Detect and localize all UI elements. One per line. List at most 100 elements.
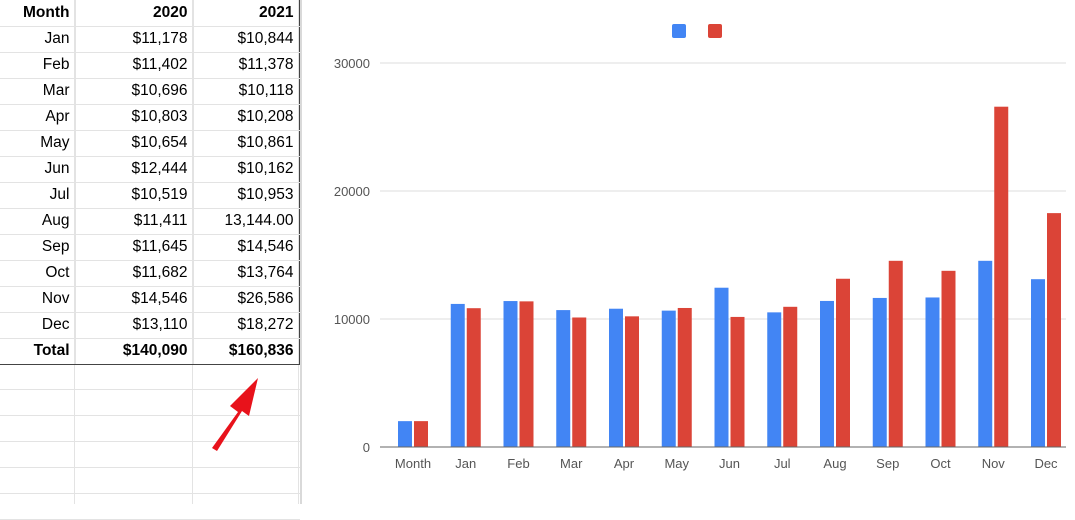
- table-cell[interactable]: Feb: [0, 52, 76, 79]
- bar-series-2: [1047, 213, 1061, 447]
- table-row: Aug $11,411 13,144.00: [0, 208, 300, 235]
- table-cell[interactable]: $10,861: [193, 130, 300, 157]
- bar-series-1: [714, 287, 729, 447]
- x-tick-label: Mar: [560, 456, 583, 471]
- grid-line: [0, 467, 300, 468]
- bar-series-1: [556, 310, 571, 447]
- x-tick-label: Oct: [930, 456, 951, 471]
- table-cell[interactable]: $10,118: [193, 78, 300, 105]
- table-cell[interactable]: Dec: [0, 312, 76, 339]
- bar-series-1: [609, 308, 623, 447]
- x-tick-label: Nov: [982, 456, 1006, 471]
- bar-series-1: [1031, 279, 1045, 447]
- table-row: Nov $14,546 $26,586: [0, 286, 300, 313]
- table-cell[interactable]: $26,586: [193, 286, 300, 313]
- legend-swatch-series-1: [672, 24, 686, 38]
- x-tick-label: Feb: [507, 456, 529, 471]
- legend-swatch-series-2: [708, 24, 722, 38]
- table-cell[interactable]: $140,090: [75, 338, 194, 365]
- table-cell[interactable]: $11,682: [75, 260, 194, 287]
- table-cell[interactable]: 2020: [75, 0, 194, 27]
- table-row: Mar $10,696 $10,118: [0, 78, 300, 105]
- table-cell[interactable]: $10,953: [193, 182, 300, 209]
- table-row: May $10,654 $10,861: [0, 130, 300, 157]
- table-cell[interactable]: $13,764: [193, 260, 300, 287]
- y-tick-label: 20000: [334, 184, 370, 199]
- x-tick-label: Month: [395, 456, 431, 471]
- table-cell[interactable]: $14,546: [75, 286, 194, 313]
- table-cell[interactable]: $14,546: [193, 234, 300, 261]
- table-cell[interactable]: Mar: [0, 78, 76, 105]
- bar-series-1: [450, 303, 465, 447]
- table-cell[interactable]: Aug: [0, 208, 76, 235]
- bar-series-1: [767, 312, 782, 447]
- table-row: Feb $11,402 $11,378: [0, 52, 300, 79]
- table-cell[interactable]: Total: [0, 338, 76, 365]
- x-tick-label: Sep: [876, 456, 899, 471]
- y-tick-label: 10000: [334, 312, 370, 327]
- table-row: Apr $10,803 $10,208: [0, 104, 300, 131]
- bar-series-2: [994, 106, 1009, 447]
- header-row: Month 2020 2021: [0, 0, 300, 27]
- bar-series-1: [925, 297, 940, 447]
- data-table: Month 2020 2021 Jan $11,178 $10,844 Feb $11,402…: [0, 0, 300, 365]
- x-tick-label: Jan: [455, 456, 476, 471]
- table-cell[interactable]: $11,402: [75, 52, 194, 79]
- table-cell[interactable]: $11,378: [193, 52, 300, 79]
- x-tick-label: Aug: [823, 456, 846, 471]
- table-cell[interactable]: Sep: [0, 234, 76, 261]
- table-cell[interactable]: May: [0, 130, 76, 157]
- table-cell[interactable]: $10,654: [75, 130, 194, 157]
- table-row: Jul $10,519 $10,953: [0, 182, 300, 209]
- table-cell[interactable]: $10,696: [75, 78, 194, 105]
- bar-series-1: [872, 297, 887, 447]
- table-cell[interactable]: $10,208: [193, 104, 300, 131]
- grid-line: [0, 389, 300, 390]
- bar-series-2: [783, 306, 798, 447]
- table-cell[interactable]: Month: [0, 0, 76, 27]
- x-tick-label: Jun: [719, 456, 740, 471]
- spreadsheet: Month 2020 2021 Jan $11,178 $10,844 Feb $11,402…: [0, 0, 300, 520]
- table-cell[interactable]: $18,272: [193, 312, 300, 339]
- grid-line: [0, 441, 300, 442]
- table-cell[interactable]: $10,844: [193, 26, 300, 53]
- bar-series-2: [941, 270, 956, 447]
- table-cell[interactable]: $12,444: [75, 156, 194, 183]
- bar-series-1: [661, 310, 676, 447]
- table-cell[interactable]: $10,162: [193, 156, 300, 183]
- table-row: Jun $12,444 $10,162: [0, 156, 300, 183]
- table-cell[interactable]: $11,411: [75, 208, 194, 235]
- bar-series-2: [572, 317, 587, 447]
- panel-divider: [300, 0, 302, 504]
- bar-series-2: [625, 316, 639, 447]
- table-cell[interactable]: Oct: [0, 260, 76, 287]
- table-cell[interactable]: $160,836: [193, 338, 300, 365]
- table-cell[interactable]: 13,144.00: [193, 208, 300, 235]
- y-tick-label: 0: [363, 440, 370, 455]
- table-cell[interactable]: Apr: [0, 104, 76, 131]
- table-row: Jan $11,178 $10,844: [0, 26, 300, 53]
- table-cell[interactable]: 2021: [193, 0, 300, 27]
- bar-series-2: [414, 421, 428, 447]
- table-cell[interactable]: $13,110: [75, 312, 194, 339]
- annotation-arrow: [212, 378, 258, 451]
- grid-line: [0, 415, 300, 416]
- table-row: Sep $11,645 $14,546: [0, 234, 300, 261]
- table-cell[interactable]: $11,645: [75, 234, 194, 261]
- table-cell[interactable]: Nov: [0, 286, 76, 313]
- bar-series-2: [466, 308, 481, 447]
- table-cell[interactable]: $10,803: [75, 104, 194, 131]
- total-row: Total $140,090 $160,836: [0, 338, 300, 365]
- x-tick-label: Apr: [614, 456, 635, 471]
- table-cell[interactable]: Jul: [0, 182, 76, 209]
- bar-series-2: [836, 278, 850, 447]
- table-cell[interactable]: $10,519: [75, 182, 194, 209]
- x-tick-label: May: [664, 456, 689, 471]
- x-tick-label: Dec: [1034, 456, 1058, 471]
- table-cell[interactable]: $11,178: [75, 26, 194, 53]
- bar-series-2: [730, 316, 745, 447]
- bar-series-1: [503, 301, 518, 447]
- table-cell[interactable]: Jun: [0, 156, 76, 183]
- table-cell[interactable]: Jan: [0, 26, 76, 53]
- bar-series-2: [888, 260, 903, 447]
